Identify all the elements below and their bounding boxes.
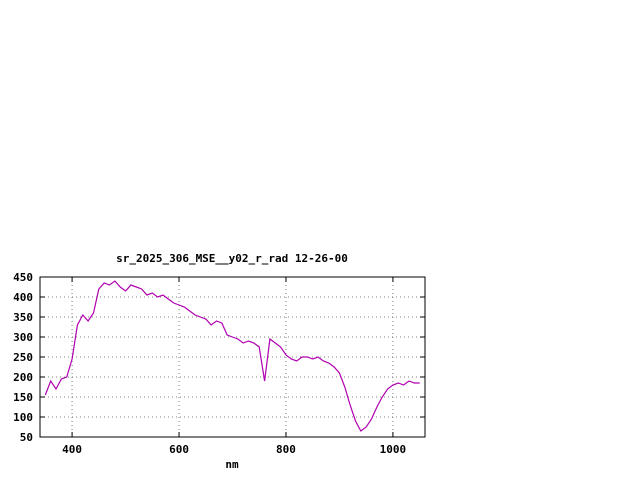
x-tick-label: 600	[169, 443, 189, 456]
y-tick-label: 50	[20, 431, 33, 444]
chart-title: sr_2025_306_MSE__y02_r_rad 12-26-00	[116, 252, 348, 265]
plot-area: 50 100 150 200 250 300 350 400 450 400 600 800 1000	[13, 271, 426, 456]
x-axis-label: nm	[225, 458, 239, 471]
y-tick-label: 150	[13, 391, 33, 404]
x-tick-label: 1000	[380, 443, 407, 456]
x-tick-label: 400	[62, 443, 82, 456]
plot-border	[39, 276, 426, 438]
x-tick-label: 800	[276, 443, 296, 456]
spectrum-line	[44, 280, 420, 432]
y-tick-label: 450	[13, 271, 33, 284]
y-tick-label: 300	[13, 331, 33, 344]
y-tick-label: 250	[13, 351, 33, 364]
y-tick-label: 200	[13, 371, 33, 384]
y-tick-label: 400	[13, 291, 33, 304]
y-tick-label: 350	[13, 311, 33, 324]
y-tick-label: 100	[13, 411, 33, 424]
